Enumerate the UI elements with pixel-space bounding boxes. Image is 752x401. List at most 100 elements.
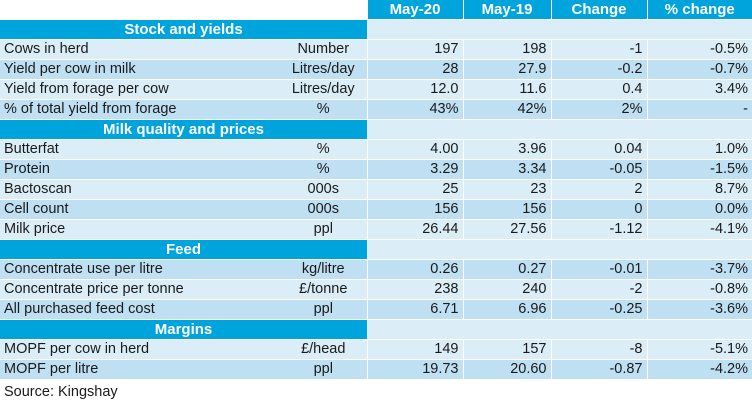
row-unit: Litres/day	[280, 59, 367, 80]
row-label: Cows in herd	[0, 39, 280, 60]
row-label: Milk price	[0, 219, 280, 240]
value-may-20: 156	[366, 199, 463, 220]
value-pct-change: -4.2%	[646, 359, 752, 380]
section-blank-cell	[367, 19, 463, 40]
value-may-20: 12.0	[366, 79, 463, 100]
value-change: 2%	[550, 99, 647, 120]
column-header-pct-change: % change	[646, 0, 752, 20]
value-change: -8	[550, 339, 647, 360]
value-pct-change: -5.1%	[646, 339, 752, 360]
section-title: Feed	[0, 239, 367, 260]
column-header-may-20: May-20	[366, 0, 463, 20]
value-may-20: 3.29	[366, 159, 463, 180]
row-label: Cell count	[0, 199, 280, 220]
value-change: 0	[550, 199, 647, 220]
value-may-19: 42%	[462, 99, 551, 120]
value-pct-change: -1.5%	[646, 159, 752, 180]
value-may-19: 23	[462, 179, 551, 200]
value-may-20: 28	[366, 59, 463, 80]
table-row: Butterfat% 4.00 3.96 0.04 1.0%	[0, 139, 752, 160]
row-label: Yield per cow in milk	[0, 59, 280, 80]
row-label: % of total yield from forage	[0, 99, 280, 120]
section-title: Stock and yields	[0, 19, 367, 40]
table-row: MOPF per litre ppl 19.73 20.60 -0.87 -4.2%	[0, 359, 752, 380]
section-blank-cell	[367, 119, 463, 140]
value-change: -0.87	[550, 359, 647, 380]
table-row: MOPF per cow in herd £/head 149 157 -8 -5.1%	[0, 339, 752, 360]
value-may-20: 43%	[366, 99, 463, 120]
section-blank-cell	[551, 319, 647, 340]
value-change: -0.2	[550, 59, 647, 80]
value-change: -1	[550, 39, 647, 60]
table-row: Yield from forage per cow Litres/day 12.0 1…	[0, 79, 752, 100]
row-label: Concentrate price per tonne	[0, 279, 280, 300]
source-note: Source: Kingshay	[4, 384, 118, 400]
section-blank-cell	[647, 239, 752, 260]
section-blank-cell	[463, 319, 551, 340]
row-unit: kg/litre	[280, 259, 367, 280]
section-blank-cell	[367, 239, 463, 260]
value-pct-change: -0.5%	[646, 39, 752, 60]
section-title: Milk quality and prices	[0, 119, 367, 140]
value-pct-change: -3.6%	[646, 299, 752, 320]
value-change: 0.4	[550, 79, 647, 100]
row-label: MOPF per litre	[0, 359, 280, 380]
row-unit: £/tonne	[280, 279, 367, 300]
section-blank-cell	[551, 19, 647, 40]
value-may-19: 3.34	[462, 159, 551, 180]
value-pct-change: 1.0%	[646, 139, 752, 160]
column-header-change: Change	[550, 0, 647, 20]
row-unit: Number	[280, 39, 367, 60]
table-row: Protein% 3.29 3.34 -0.05 -1.5%	[0, 159, 752, 180]
value-may-20: 4.00	[366, 139, 463, 160]
row-unit: %	[280, 139, 367, 160]
section-title: Margins	[0, 319, 367, 340]
value-pct-change: -	[646, 99, 752, 120]
value-pct-change: 8.7%	[646, 179, 752, 200]
value-pct-change: -4.1%	[646, 219, 752, 240]
value-may-20: 6.71	[366, 299, 463, 320]
value-may-20: 26.44	[366, 219, 463, 240]
section-blank-cell	[647, 19, 752, 40]
row-unit: Litres/day	[280, 79, 367, 100]
value-may-20: 149	[366, 339, 463, 360]
row-label: Protein	[0, 159, 280, 180]
column-header-row: May-20 May-19 Change % change	[0, 0, 752, 20]
section-blank-cell	[367, 319, 463, 340]
row-label: Concentrate use per litre	[0, 259, 280, 280]
table-row: % of total yield from forage% 43% 42% 2% -	[0, 99, 752, 120]
value-may-20: 0.26	[366, 259, 463, 280]
row-label: Butterfat	[0, 139, 280, 160]
section-blank-cell	[551, 119, 647, 140]
section-header-row: Stock and yields	[0, 19, 752, 40]
section-blank-cell	[647, 119, 752, 140]
row-label: Bactoscan	[0, 179, 280, 200]
table-row: Cows in herd Number 197 198 -1 -0.5%	[0, 39, 752, 60]
value-may-20: 25	[366, 179, 463, 200]
row-label: MOPF per cow in herd	[0, 339, 280, 360]
section-header-row: Milk quality and prices	[0, 119, 752, 140]
row-unit: ppl	[280, 299, 367, 320]
value-may-19: 198	[462, 39, 551, 60]
row-label: All purchased feed cost	[0, 299, 280, 320]
row-unit: £/head	[280, 339, 367, 360]
value-pct-change: -0.8%	[646, 279, 752, 300]
section-blank-cell	[647, 319, 752, 340]
table-row: All purchased feed cost ppl 6.71 6.96 -0.25-…	[0, 299, 752, 320]
value-may-19: 157	[462, 339, 551, 360]
value-may-19: 6.96	[462, 299, 551, 320]
table-row: Yield per cow in milk Litres/day 28 27.9 -0.…	[0, 59, 752, 80]
value-may-19: 240	[462, 279, 551, 300]
kpi-table: May-20 May-19 Change % change Stock and …	[0, 0, 752, 380]
table-row: Concentrate price per tonne £/tonne 238 240…	[0, 279, 752, 300]
value-pct-change: 0.0%	[646, 199, 752, 220]
section-blank-cell	[551, 239, 647, 260]
value-may-20: 197	[366, 39, 463, 60]
row-label: Yield from forage per cow	[0, 79, 280, 100]
value-pct-change: -0.7%	[646, 59, 752, 80]
row-unit: ppl	[280, 219, 367, 240]
value-may-19: 11.6	[462, 79, 551, 100]
section-blank-cell	[463, 19, 551, 40]
section-header-row: Feed	[0, 239, 752, 260]
header-blank	[0, 0, 367, 20]
